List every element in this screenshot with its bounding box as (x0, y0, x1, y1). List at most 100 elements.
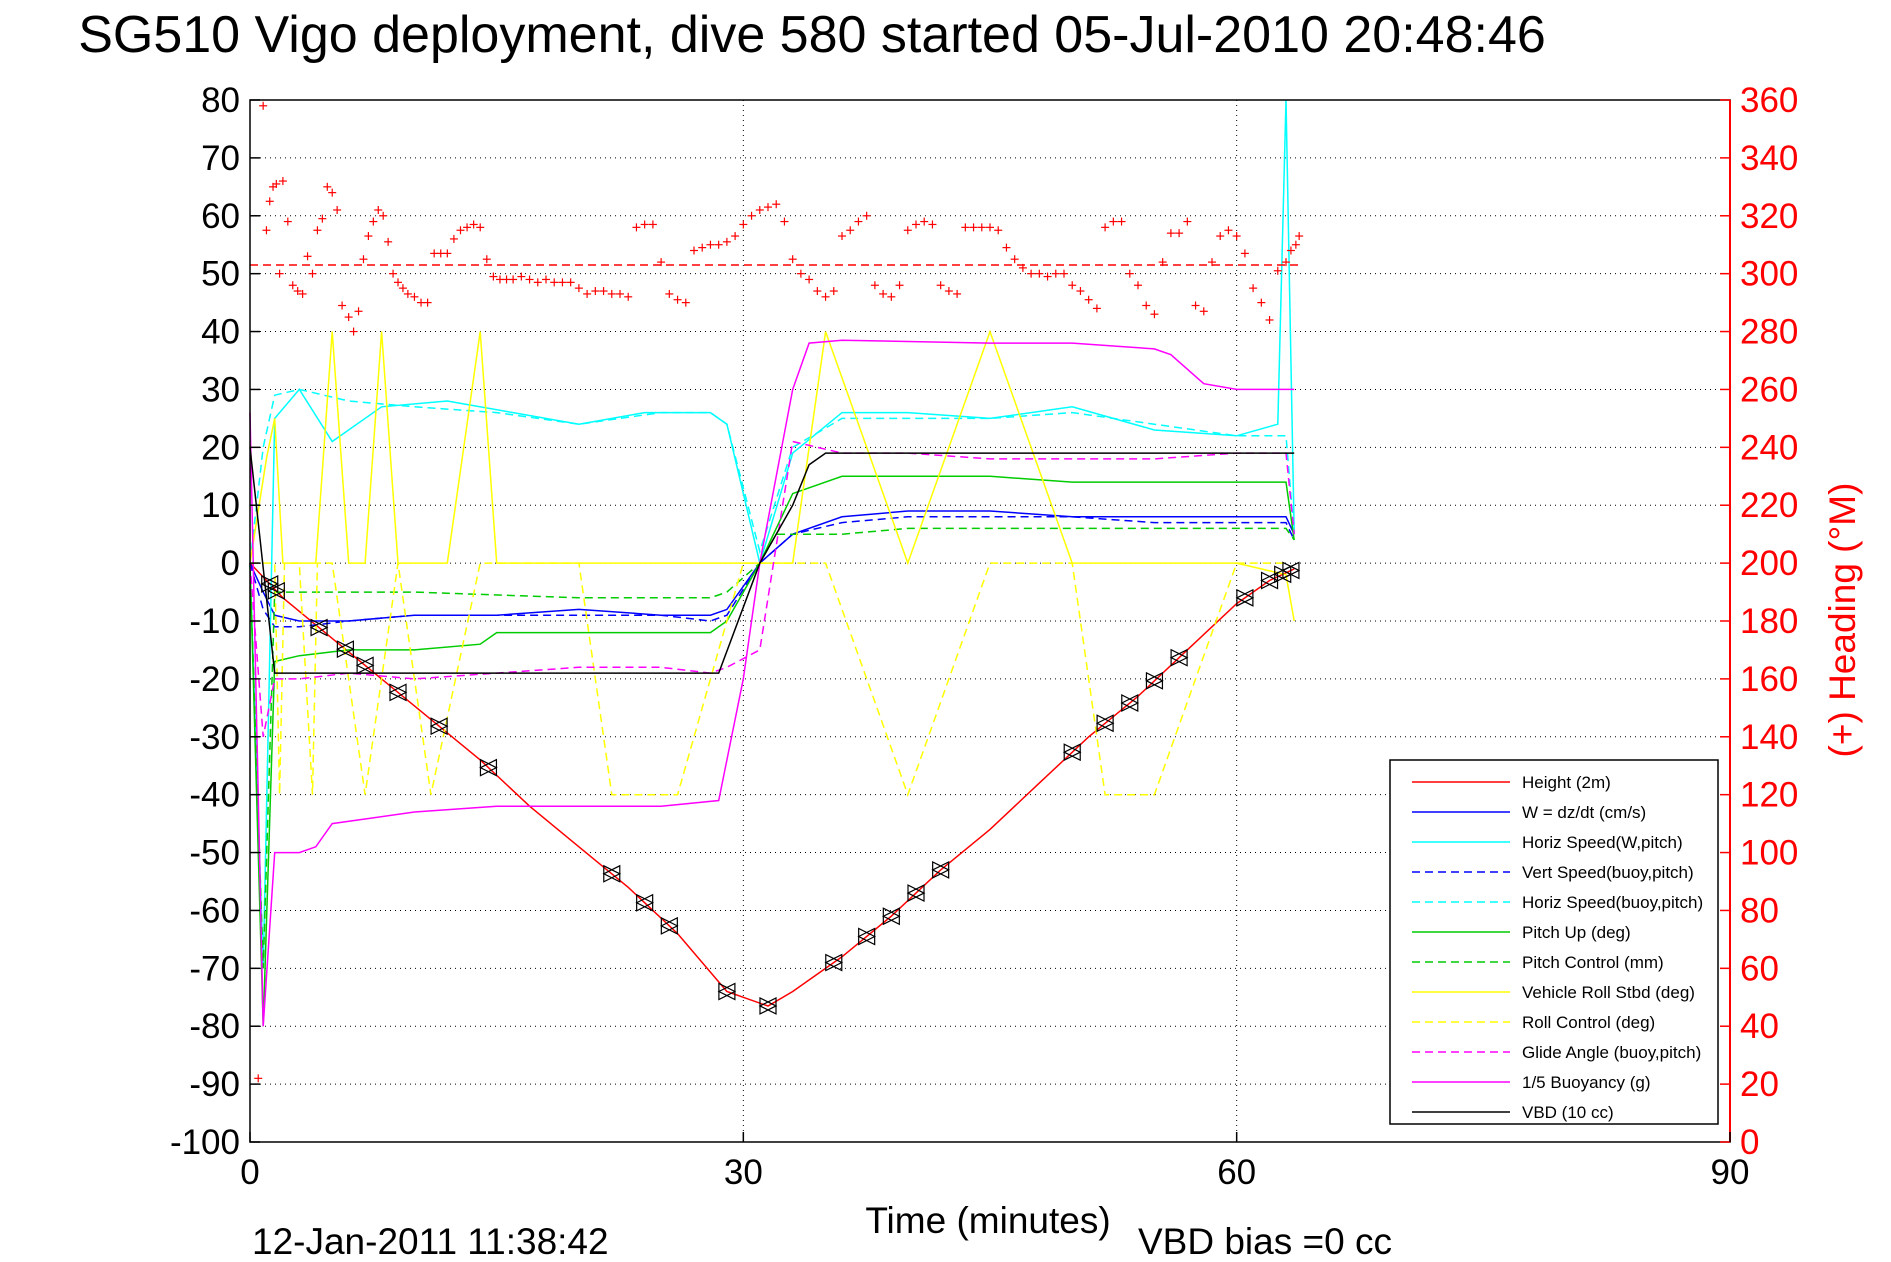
marker-right-3 (336, 640, 355, 659)
x-tick-label: 60 (1217, 1153, 1256, 1192)
marker-right-13 (825, 953, 844, 972)
legend-label-0: Height (2m) (1522, 773, 1611, 792)
marker-right-6 (430, 717, 449, 736)
marker-right-11 (718, 982, 737, 1001)
series-line-11 (249, 447, 1295, 674)
marker-right-10 (660, 916, 679, 935)
left-tick-label: 20 (201, 428, 240, 467)
legend-label-5: Pitch Up (deg) (1522, 923, 1631, 942)
marker-right-1 (267, 581, 286, 600)
marker-right-20 (1121, 694, 1140, 712)
series-line-8 (250, 562, 1286, 797)
series-line-6 (249, 527, 1295, 969)
left-tick-label: -70 (189, 949, 240, 988)
right-tick-label: 100 (1740, 834, 1798, 873)
left-tick-label: 80 (201, 81, 240, 120)
left-tick-label: -40 (189, 776, 240, 815)
series-line-5 (249, 475, 1295, 1027)
marker-right-19 (1096, 714, 1115, 733)
left-tick-label: -100 (170, 1123, 240, 1162)
marker-right-12 (759, 996, 778, 1015)
x-tick-label: 90 (1711, 1153, 1750, 1192)
marker-right-5 (389, 683, 408, 702)
left-tick-label: 10 (201, 486, 240, 525)
left-tick-label: -20 (189, 660, 240, 699)
left-tick-label: 50 (201, 255, 240, 294)
right-tick-label: 240 (1740, 428, 1798, 467)
right-tick-label: 340 (1740, 139, 1798, 178)
right-tick-label: 0 (1740, 1123, 1759, 1162)
marker-right-22 (1170, 648, 1189, 667)
marker-right-15 (882, 907, 901, 926)
legend: Height (2m) W = dz/dt (cm/s) Horiz Speed(W… (1389, 759, 1719, 1125)
x-tick-label: 30 (724, 1153, 763, 1192)
left-axis-ticks: 80 70 60 50 40 30 20 10 0 -10 -20 -30 -40 -50 -60 -70 -8… (170, 81, 260, 1162)
left-tick-label: 30 (201, 370, 240, 409)
legend-label-10: 1/5 Buoyancy (g) (1522, 1073, 1651, 1092)
heading-layer (250, 101, 1304, 1083)
x-axis-ticks: 0 30 60 90 (240, 1132, 1749, 1192)
legend-label-6: Pitch Control (mm) (1522, 953, 1664, 972)
marker-right-0 (261, 574, 280, 593)
series-line-1 (249, 510, 1295, 622)
right-tick-label: 220 (1740, 486, 1798, 525)
right-tick-label: 360 (1740, 81, 1798, 120)
legend-label-2: Horiz Speed(W,pitch) (1522, 833, 1683, 852)
marker-right-21 (1145, 671, 1164, 690)
right-tick-label: 120 (1740, 776, 1798, 815)
marker-right-24 (1260, 571, 1279, 590)
left-tick-label: -90 (189, 1065, 240, 1104)
marker-right-17 (932, 860, 951, 879)
left-tick-label: 70 (201, 139, 240, 178)
marker-right-23 (1236, 588, 1255, 607)
right-tick-label: 280 (1740, 313, 1798, 352)
left-tick-label: -10 (189, 602, 240, 641)
right-tick-label: 200 (1740, 544, 1798, 583)
x-axis-label: Time (minutes) (865, 1200, 1110, 1241)
marker-right-4 (356, 656, 375, 675)
right-tick-label: 160 (1740, 660, 1798, 699)
legend-label-7: Vehicle Roll Stbd (deg) (1522, 983, 1695, 1002)
right-tick-label: 180 (1740, 602, 1798, 641)
left-tick-label: 60 (201, 197, 240, 236)
right-tick-label: 60 (1740, 949, 1779, 988)
legend-box (1389, 759, 1719, 1125)
right-axis-label: (+) Heading (°M) (1822, 483, 1863, 758)
series-line-4 (249, 388, 1295, 564)
footer-vbd-bias: VBD bias =0 cc (1138, 1221, 1392, 1262)
right-tick-label: 300 (1740, 255, 1798, 294)
marker-right-26 (1282, 561, 1301, 580)
marker-right-16 (907, 884, 926, 903)
legend-label-8: Roll Control (deg) (1522, 1013, 1655, 1032)
marker-right-2 (310, 618, 329, 637)
left-tick-label: -30 (189, 718, 240, 757)
right-tick-label: 140 (1740, 718, 1798, 757)
chart-title: SG510 Vigo deployment, dive 580 started … (78, 6, 1546, 64)
left-tick-label: 40 (201, 313, 240, 352)
x-tick-label: 0 (240, 1153, 259, 1192)
marker-right-18 (1063, 743, 1082, 762)
legend-label-3: Vert Speed(buoy,pitch) (1522, 863, 1694, 882)
right-tick-label: 320 (1740, 197, 1798, 236)
marker-right-7 (479, 758, 498, 777)
left-tick-label: -50 (189, 834, 240, 873)
legend-label-1: W = dz/dt (cm/s) (1522, 803, 1646, 822)
legend-label-4: Horiz Speed(buoy,pitch) (1522, 893, 1703, 912)
marker-right-8 (603, 864, 622, 883)
legend-label-11: VBD (10 cc) (1522, 1103, 1614, 1122)
right-tick-label: 80 (1740, 891, 1779, 930)
marker-right-9 (636, 893, 655, 912)
left-tick-label: -60 (189, 891, 240, 930)
left-tick-label: -80 (189, 1007, 240, 1046)
legend-label-9: Glide Angle (buoy,pitch) (1522, 1043, 1701, 1062)
right-tick-label: 40 (1740, 1007, 1779, 1046)
marker-right-14 (858, 927, 877, 946)
right-axis-ticks: 3603403203002802602402202001801601401201… (1720, 81, 1798, 1162)
legend-entries: Height (2m) W = dz/dt (cm/s) Horiz Speed(W… (1412, 773, 1703, 1122)
footer-timestamp: 12-Jan-2011 11:38:42 (252, 1221, 609, 1262)
marker-layer (260, 561, 1301, 1015)
series-line-10 (249, 339, 1295, 1027)
right-tick-label: 20 (1740, 1065, 1779, 1104)
right-tick-label: 260 (1740, 370, 1798, 409)
